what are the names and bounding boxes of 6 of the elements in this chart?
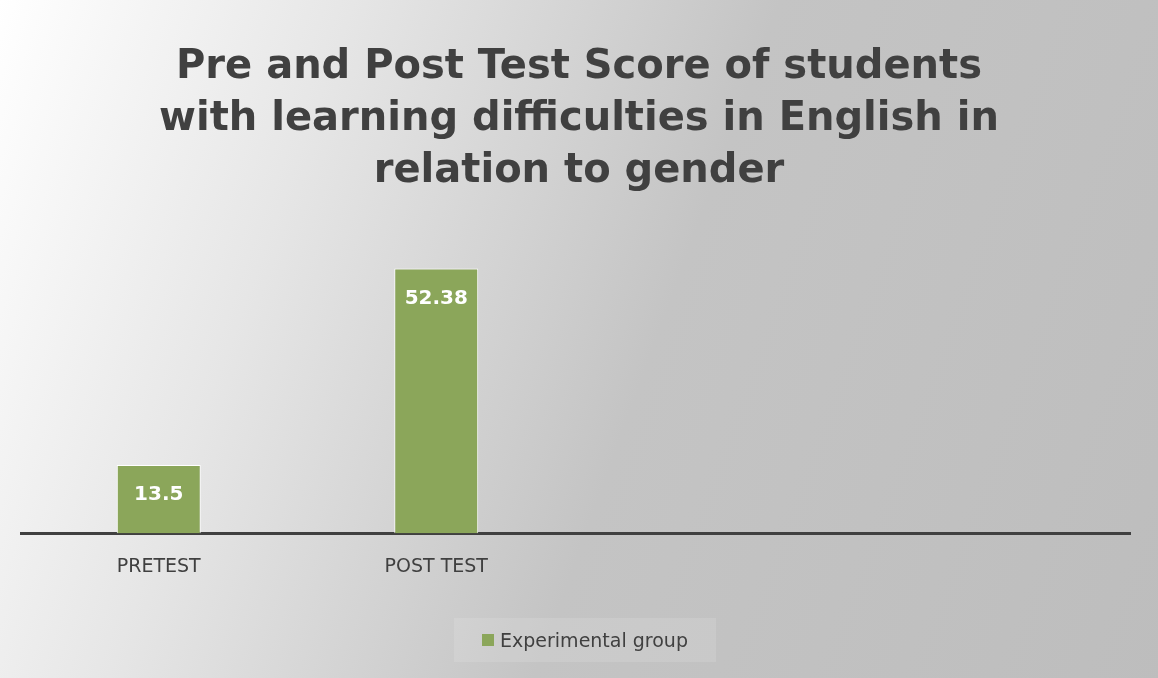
x-tick-label: POST TEST <box>384 553 489 576</box>
data-label: 52.38 <box>404 284 468 309</box>
legend-label: Experimental group <box>500 629 688 651</box>
chart-title: Pre and Post Test Score of students with learning difficulties in English in relation to gender <box>158 40 1000 193</box>
x-tick-label: PRETEST <box>116 553 202 576</box>
data-label: 13.5 <box>134 481 184 506</box>
